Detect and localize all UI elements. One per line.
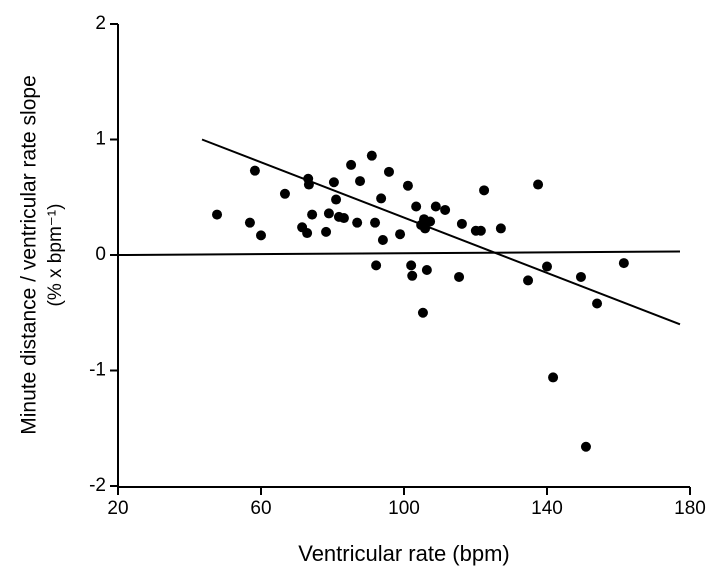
data-point: [323, 208, 334, 219]
data-point: [279, 188, 290, 199]
data-point: [495, 223, 506, 234]
data-point: [430, 201, 441, 212]
data-point: [548, 372, 559, 383]
data-point: [542, 261, 552, 272]
data-point: [212, 209, 223, 220]
x-tick-label: 100: [388, 498, 420, 519]
data-point: [523, 275, 534, 286]
data-point: [618, 258, 629, 269]
data-point: [440, 204, 451, 215]
y-axis-unit: (% x bpm⁻¹): [45, 204, 66, 307]
y-axis-label: Minute distance / ventricular rate slope: [18, 75, 41, 435]
data-point: [331, 194, 342, 205]
data-point: [417, 307, 428, 318]
data-point: [302, 228, 313, 239]
y-tick-label: 1: [95, 129, 106, 150]
data-point: [592, 298, 603, 309]
zero-line: [117, 250, 680, 256]
data-point: [406, 260, 417, 271]
regression-line: [201, 138, 681, 326]
data-point: [479, 185, 490, 196]
data-point: [370, 217, 381, 228]
data-point: [402, 180, 413, 191]
y-tick-label: -1: [89, 360, 106, 381]
data-point: [328, 177, 339, 188]
data-point: [321, 226, 332, 237]
data-point: [249, 165, 260, 176]
y-tick-label: 2: [95, 13, 106, 34]
x-tick-label: 60: [250, 498, 271, 519]
x-tick-label: 20: [107, 498, 128, 519]
data-point: [352, 217, 363, 228]
data-point: [407, 270, 418, 281]
data-point: [411, 201, 422, 212]
data-point: [244, 217, 255, 228]
data-point: [533, 179, 544, 190]
data-point: [383, 166, 394, 177]
y-tick-label: -2: [89, 475, 106, 496]
data-point: [338, 213, 349, 224]
data-point: [580, 441, 591, 452]
data-point: [420, 223, 431, 234]
y-tick-label: 0: [95, 244, 106, 265]
data-point: [421, 265, 432, 276]
data-point: [307, 209, 318, 220]
x-axis-label: Ventricular rate (bpm): [298, 541, 510, 566]
data-point: [377, 234, 388, 245]
data-point: [355, 176, 366, 187]
data-point: [395, 229, 406, 240]
data-point: [475, 225, 486, 236]
data-point: [366, 150, 377, 161]
x-tick-label: 140: [531, 498, 563, 519]
data-point: [371, 260, 382, 271]
data-point: [425, 216, 436, 227]
data-point: [575, 271, 586, 282]
data-point: [454, 271, 465, 282]
data-point: [256, 230, 266, 241]
data-point: [303, 179, 314, 190]
x-tick-label: 180: [674, 498, 706, 519]
data-point: [376, 193, 387, 204]
data-point: [456, 218, 467, 229]
data-point: [346, 159, 357, 170]
